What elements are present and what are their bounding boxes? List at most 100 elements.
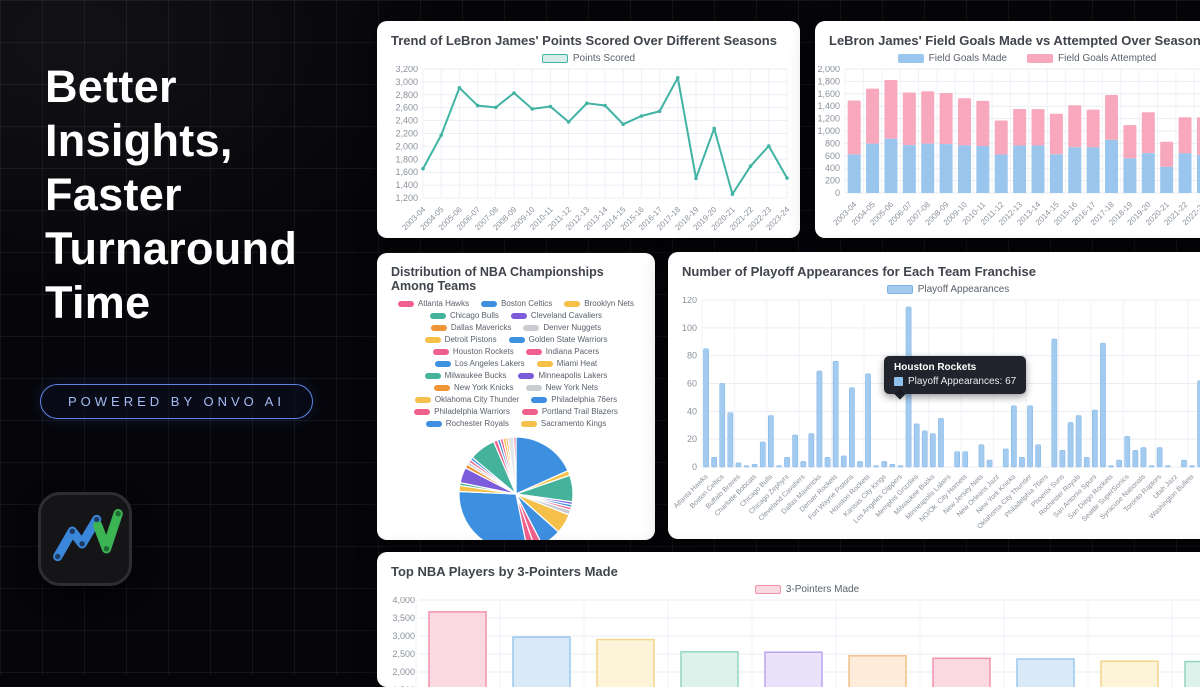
svg-text:200: 200 <box>825 176 840 186</box>
svg-text:80: 80 <box>687 351 697 361</box>
chart-tooltip: Houston Rockets Playoff Appearances: 67 <box>884 356 1027 394</box>
svg-text:3,000: 3,000 <box>395 77 418 87</box>
legend-label: Field Goals Attempted <box>1057 52 1157 64</box>
legend-swatch-icon <box>531 396 548 403</box>
legend-item: Atlanta Hawks <box>397 299 469 308</box>
card-three-pointers: Top NBA Players by 3-Pointers Made 3-Poi… <box>377 552 1200 687</box>
legend-swatch-icon <box>481 300 498 307</box>
card-title: Top NBA Players by 3-Pointers Made <box>391 564 618 579</box>
svg-text:3,000: 3,000 <box>392 631 415 641</box>
legend-item: Denver Nuggets <box>523 323 601 332</box>
legend-item: Miami Heat <box>536 359 597 368</box>
legend-swatch-icon <box>434 360 451 367</box>
legend-swatch-icon <box>754 584 781 594</box>
chart-legend: Points Scored <box>377 50 800 66</box>
legend-item: Field Goals Made <box>897 53 1007 64</box>
headline: Better Insights, Faster Turnaround Time <box>45 61 298 328</box>
legend-swatch-icon <box>536 360 553 367</box>
legend-item: 3-Pointers Made <box>754 583 860 595</box>
legend-swatch-icon <box>429 312 446 319</box>
legend-item: Golden State Warriors <box>508 335 607 344</box>
svg-text:1,600: 1,600 <box>817 89 840 99</box>
card-playoff-appearances: Number of Playoff Appearances for Each T… <box>668 252 1200 539</box>
svg-text:0: 0 <box>692 462 697 472</box>
legend-item: Los Angeles Lakers <box>434 359 525 368</box>
legend-swatch-icon <box>414 396 431 403</box>
svg-text:100: 100 <box>682 323 697 333</box>
legend-item: Detroit Pistons <box>424 335 497 344</box>
svg-text:2,600: 2,600 <box>395 103 418 113</box>
svg-text:1,800: 1,800 <box>395 154 418 164</box>
svg-text:600: 600 <box>825 151 840 161</box>
svg-text:40: 40 <box>687 406 697 416</box>
svg-text:2,400: 2,400 <box>395 116 418 126</box>
legend-label: 3-Pointers Made <box>785 583 860 595</box>
line-chart[interactable]: 1,200 1,400 1,600 1,800 2,000 2,200 2,400 2,600… <box>377 66 800 235</box>
svg-text:120: 120 <box>682 297 697 305</box>
legend-swatch-icon <box>425 420 442 427</box>
card-championships-pie: Distribution of NBA Championships Among … <box>377 253 655 540</box>
legend-item: Indiana Pacers <box>525 347 599 356</box>
svg-text:20: 20 <box>687 434 697 444</box>
legend-item: Boston Celtics <box>481 299 552 308</box>
legend-swatch-icon <box>564 300 581 307</box>
legend-item: Portland Trail Blazers <box>521 407 618 416</box>
bar-chart[interactable]: 0 20 40 60 80 100 120 Atlanta Hawks Boston Celti… <box>668 297 1200 539</box>
legend-item: Oklahoma City Thunder <box>414 395 519 404</box>
stacked-bar-chart[interactable]: 0 200 400 600 800 1,000 1,200 1,400 1,600 1,800 2,… <box>815 66 1200 235</box>
legend-swatch-icon <box>510 312 527 319</box>
legend-swatch-icon <box>897 53 924 63</box>
svg-text:2,800: 2,800 <box>395 90 418 100</box>
onvo-chart-logo-icon <box>53 509 123 562</box>
tooltip-title: Houston Rockets <box>894 362 977 373</box>
legend-item: Cleveland Cavaliers <box>510 311 602 320</box>
svg-text:2,000: 2,000 <box>392 667 415 677</box>
svg-text:3,500: 3,500 <box>392 613 415 623</box>
svg-text:1,600: 1,600 <box>395 167 418 177</box>
powered-by-onvo-badge[interactable]: POWERED BY ONVO AI <box>40 384 313 419</box>
legend-swatch-icon <box>886 284 913 294</box>
legend-label: Points Scored <box>572 52 636 64</box>
legend-item: Points Scored <box>541 52 636 64</box>
legend-item: Dallas Mavericks <box>430 323 511 332</box>
pie-chart[interactable] <box>377 428 655 540</box>
chart-legend: Playoff Appearances <box>668 281 1200 297</box>
onvo-logo <box>38 492 132 586</box>
legend-swatch-icon <box>541 53 568 63</box>
legend-swatch-icon <box>520 420 537 427</box>
svg-text:1,800: 1,800 <box>817 76 840 86</box>
svg-text:2,500: 2,500 <box>392 649 415 659</box>
legend-swatch-icon <box>430 324 447 331</box>
chart-legend: Field Goals Made Field Goals Attempted <box>815 50 1200 66</box>
legend-label: Playoff Appearances <box>917 283 1010 295</box>
legend-item: Chicago Bulls <box>429 311 499 320</box>
legend-item: New York Nets <box>525 383 598 392</box>
legend-swatch-icon <box>397 300 414 307</box>
svg-text:1,200: 1,200 <box>817 114 840 124</box>
legend-swatch-icon <box>525 384 542 391</box>
pie-legend: Atlanta Hawks Boston Celtics Brooklyn Nets… <box>377 299 655 428</box>
legend-item: Rochester Royals <box>425 419 509 428</box>
svg-text:1,200: 1,200 <box>395 193 418 203</box>
svg-text:4,000: 4,000 <box>392 597 415 605</box>
svg-text:1,400: 1,400 <box>817 101 840 111</box>
legend-swatch-icon <box>518 372 535 379</box>
legend-item: Milwaukee Bucks <box>424 371 506 380</box>
legend-swatch-icon <box>414 408 431 415</box>
legend-swatch-icon <box>523 324 540 331</box>
svg-text:2,200: 2,200 <box>395 129 418 139</box>
chart-legend: 3-Pointers Made <box>377 581 1200 597</box>
svg-text:60: 60 <box>687 379 697 389</box>
legend-item: Brooklyn Nets <box>564 299 634 308</box>
legend-item: New York Knicks <box>433 383 514 392</box>
card-title: LeBron James' Field Goals Made vs Attemp… <box>829 33 1200 48</box>
tooltip-value: Playoff Appearances: 67 <box>908 376 1017 387</box>
legend-swatch-icon <box>424 372 441 379</box>
card-title: Trend of LeBron James' Points Scored Ove… <box>391 33 777 48</box>
tooltip-series-swatch-icon <box>894 377 903 386</box>
svg-text:3,200: 3,200 <box>395 66 418 74</box>
legend-swatch-icon <box>432 348 449 355</box>
